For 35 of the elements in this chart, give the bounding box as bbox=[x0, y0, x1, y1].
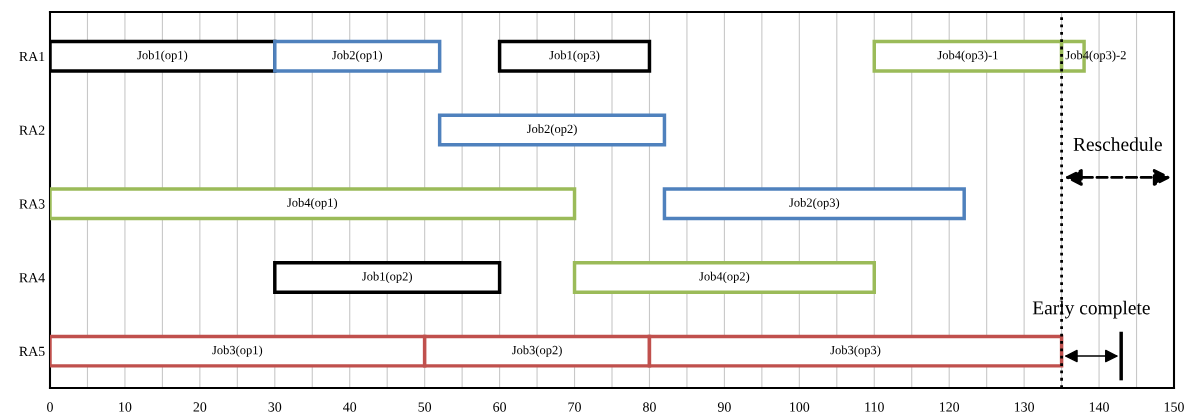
x-tick-label: 40 bbox=[343, 402, 357, 412]
x-tick-label: 150 bbox=[1164, 402, 1184, 412]
x-tick-label: 110 bbox=[865, 402, 884, 412]
annotation: Reschedule bbox=[1073, 137, 1162, 151]
y-tick-label: RA4 bbox=[19, 273, 45, 283]
y-tick-label: RA2 bbox=[19, 125, 45, 135]
x-tick-label: 0 bbox=[47, 402, 53, 412]
data-label: Job3(op3) bbox=[830, 345, 881, 357]
data-label: Job4(op2) bbox=[699, 271, 750, 284]
x-tick-label: 20 bbox=[193, 402, 207, 412]
data-label: Job4(op3)-1 bbox=[937, 50, 998, 62]
x-tick-label: 70 bbox=[568, 402, 581, 412]
annotation: Early complete bbox=[1032, 300, 1150, 319]
data-label: Job3(op2) bbox=[511, 345, 562, 357]
x-tick-label: 130 bbox=[1014, 402, 1035, 412]
x-tick-label: 60 bbox=[493, 402, 507, 412]
x-tick-label: 30 bbox=[268, 402, 282, 412]
data-label: Job1(op3) bbox=[549, 50, 600, 62]
data-label: Job2(op1) bbox=[332, 50, 383, 62]
x-tick-label: 80 bbox=[643, 402, 656, 412]
y-tick-label: RA3 bbox=[19, 199, 45, 209]
y-tick-label: RA1 bbox=[19, 51, 45, 62]
data-label: Job1(op2) bbox=[362, 271, 412, 284]
y-tick-label: RA5 bbox=[19, 346, 45, 357]
x-tick-label: 100 bbox=[790, 402, 810, 412]
x-tick-label: 120 bbox=[940, 402, 960, 412]
x-tick-label: 140 bbox=[1089, 402, 1109, 412]
data-label: Job2(op3) bbox=[789, 198, 840, 210]
data-label: Job3(op1) bbox=[212, 345, 263, 357]
data-label: Job1(op1) bbox=[137, 50, 188, 62]
x-tick-label: 90 bbox=[717, 402, 731, 412]
x-tick-label: 50 bbox=[418, 402, 432, 412]
data-label: Job4(op1) bbox=[287, 198, 338, 210]
x-tick-label: 10 bbox=[119, 402, 132, 412]
data-label: Job2(op2) bbox=[526, 124, 577, 136]
